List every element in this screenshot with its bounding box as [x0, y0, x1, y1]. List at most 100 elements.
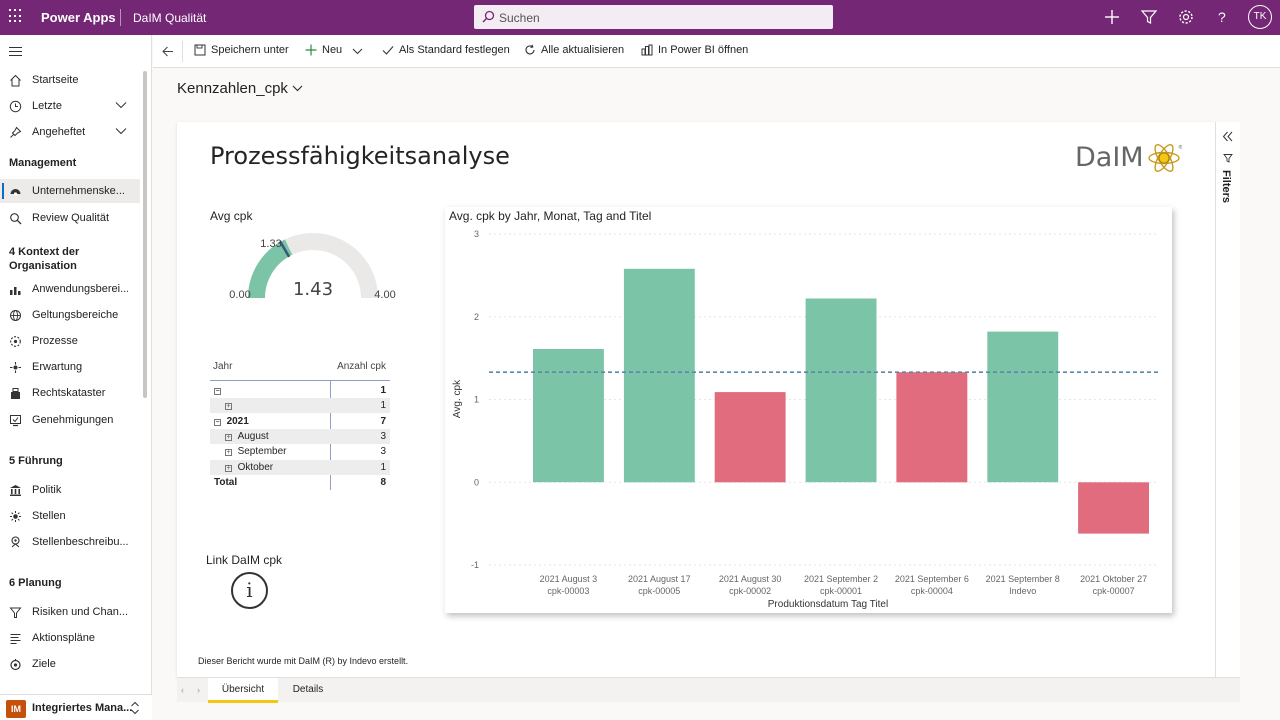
collapse-icon[interactable]: −: [214, 388, 221, 395]
tab-scroll-left-icon[interactable]: ‹: [181, 685, 184, 695]
save-as-button[interactable]: Speichern unter: [194, 44, 289, 56]
expand-icon[interactable]: +: [225, 464, 232, 472]
process-icon: [10, 336, 21, 347]
app-launcher-icon[interactable]: [9, 9, 23, 23]
sidebar-item-angeheftet[interactable]: Angeheftet: [0, 120, 140, 144]
matrix-row-value: 1: [380, 461, 386, 473]
chart-bar[interactable]: [623, 268, 695, 483]
chart-bar[interactable]: [896, 372, 968, 483]
collapse-left-icon[interactable]: [1222, 131, 1233, 142]
target-icon: [10, 659, 21, 671]
hamburger-menu-icon[interactable]: [9, 47, 22, 59]
chart-bar[interactable]: [987, 331, 1059, 483]
avatar[interactable]: TK: [1248, 5, 1272, 29]
tab-scroll-right-icon[interactable]: ›: [197, 685, 200, 695]
sidebar-item-geltungsbereiche[interactable]: Geltungsbereiche: [0, 303, 140, 327]
environment-name[interactable]: DaIM Qualität: [133, 11, 207, 25]
chart-bar[interactable]: [714, 392, 786, 483]
sidebar-group-heading: 6 Planung: [9, 577, 62, 589]
matrix-row-value: 1: [380, 385, 386, 396]
sidebar-item-letzte[interactable]: Letzte: [0, 94, 140, 118]
plus-icon[interactable]: [1103, 8, 1121, 26]
sidebar-item-risiken[interactable]: Risiken und Chan...: [0, 600, 140, 624]
chevron-down-icon[interactable]: [115, 127, 127, 135]
chart-title: Avg. cpk by Jahr, Monat, Tag and Titel: [449, 209, 652, 223]
open-powerbi-button[interactable]: In Power BI öffnen: [641, 44, 748, 56]
collapse-icon[interactable]: −: [214, 418, 221, 426]
chevron-down-icon[interactable]: [115, 101, 127, 109]
sidebar-item-label: Unternehmenske...: [32, 185, 125, 197]
filters-pane[interactable]: Filters: [1215, 122, 1240, 677]
matrix-row[interactable]: + September 3: [210, 444, 390, 459]
sidebar-item-prozesse[interactable]: Prozesse: [0, 329, 140, 353]
home-icon: [10, 74, 21, 87]
gear-icon[interactable]: [1177, 8, 1195, 26]
sidebar-scrollbar[interactable]: [143, 71, 147, 398]
position-icon: [10, 511, 21, 522]
matrix-row-value: 1: [380, 400, 386, 412]
expand-icon[interactable]: +: [225, 433, 232, 441]
sidebar-item-startseite[interactable]: Startseite: [0, 68, 140, 92]
matrix-row[interactable]: + Oktober 1: [210, 459, 390, 475]
footer-note: Dieser Bericht wurde mit DaIM (R) by Ind…: [198, 656, 409, 666]
expand-icon[interactable]: +: [225, 449, 232, 457]
sidebar-item-rechtskataster[interactable]: Rechtskataster: [0, 381, 140, 405]
risk-icon: [9, 607, 22, 618]
policy-icon: [10, 485, 21, 496]
bar-chart-card[interactable]: Avg. cpk by Jahr, Monat, Tag and Titel -…: [445, 207, 1172, 613]
pin-icon: [10, 126, 22, 138]
chevron-down-icon[interactable]: [352, 48, 363, 55]
refresh-icon: [525, 44, 535, 55]
x-tick-sublabel: cpk-00007: [1093, 586, 1135, 596]
matrix-row[interactable]: − 1: [210, 383, 390, 398]
area-switcher[interactable]: IM Integriertes Mana...: [0, 694, 152, 720]
sidebar-item-anwendungsbereich[interactable]: Anwendungsberei...: [0, 277, 140, 301]
info-icon[interactable]: i: [231, 572, 268, 609]
matrix-header-jahr[interactable]: Jahr: [213, 361, 233, 372]
tab-uebersicht[interactable]: Übersicht: [208, 678, 278, 703]
new-button[interactable]: Neu: [305, 44, 342, 56]
y-tick-label: 2: [474, 312, 479, 322]
matrix-row[interactable]: + August 3: [210, 428, 390, 444]
sidebar-item-ziele[interactable]: Ziele: [0, 652, 140, 676]
help-icon[interactable]: ?: [1213, 8, 1231, 26]
sidebar-item-genehmigungen[interactable]: Genehmigungen: [0, 408, 140, 432]
chart-bar[interactable]: [805, 298, 877, 483]
matrix-header-count[interactable]: Anzahl cpk: [337, 361, 386, 372]
chevron-up-down-icon[interactable]: [130, 701, 140, 715]
tab-details[interactable]: Details: [292, 684, 324, 695]
back-arrow-icon[interactable]: [162, 46, 174, 57]
matrix-row-label: + September: [225, 444, 286, 459]
refresh-all-button[interactable]: Alle aktualisieren: [524, 44, 624, 56]
expand-icon[interactable]: +: [225, 403, 232, 411]
sidebar-item-label: Aktionspläne: [32, 632, 95, 644]
matrix-row[interactable]: − 2021 7: [210, 414, 390, 429]
app-name[interactable]: Power Apps: [41, 10, 116, 25]
sidebar-item-stellen[interactable]: Stellen: [0, 504, 140, 528]
sidebar-item-aktionsplaene[interactable]: Aktionspläne: [0, 626, 140, 650]
matrix-row-label: −: [214, 383, 227, 398]
matrix-row[interactable]: Total 8: [210, 475, 390, 490]
avg-cpk-gauge[interactable]: 1.43 0.00 4.00 1.33: [220, 232, 410, 308]
filter-icon[interactable]: [1140, 8, 1158, 26]
search-box[interactable]: Suchen: [474, 5, 833, 29]
sidebar-item-label: Startseite: [32, 74, 79, 86]
checkmark-icon: [382, 46, 394, 55]
chart-bar[interactable]: [533, 349, 604, 483]
chevron-down-icon: [292, 85, 303, 92]
command-bar: Speichern unter Neu Als Standard festleg…: [153, 35, 1280, 68]
report-selector[interactable]: Kennzahlen_cpk: [177, 80, 303, 97]
save-as-label: Speichern unter: [211, 44, 289, 56]
sidebar-item-review-qualitaet[interactable]: Review Qualität: [0, 206, 140, 230]
x-tick-sublabel: cpk-00002: [729, 586, 771, 596]
set-default-button[interactable]: Als Standard festlegen: [382, 44, 510, 56]
sidebar-item-erwartung[interactable]: Erwartung: [0, 355, 140, 379]
sidebar-item-politik[interactable]: Politik: [0, 478, 140, 502]
sidebar-item-unternehmenskennzahlen[interactable]: Unternehmenske...: [0, 179, 140, 203]
chart-bar[interactable]: [1078, 482, 1149, 534]
sidebar-item-label: Erwartung: [32, 361, 83, 373]
matrix-row-text: 2021: [226, 415, 249, 427]
matrix-row[interactable]: + 1: [210, 398, 390, 414]
save-icon: [194, 44, 206, 56]
sidebar-item-stellenbeschreibung[interactable]: Stellenbeschreibu...: [0, 530, 140, 554]
